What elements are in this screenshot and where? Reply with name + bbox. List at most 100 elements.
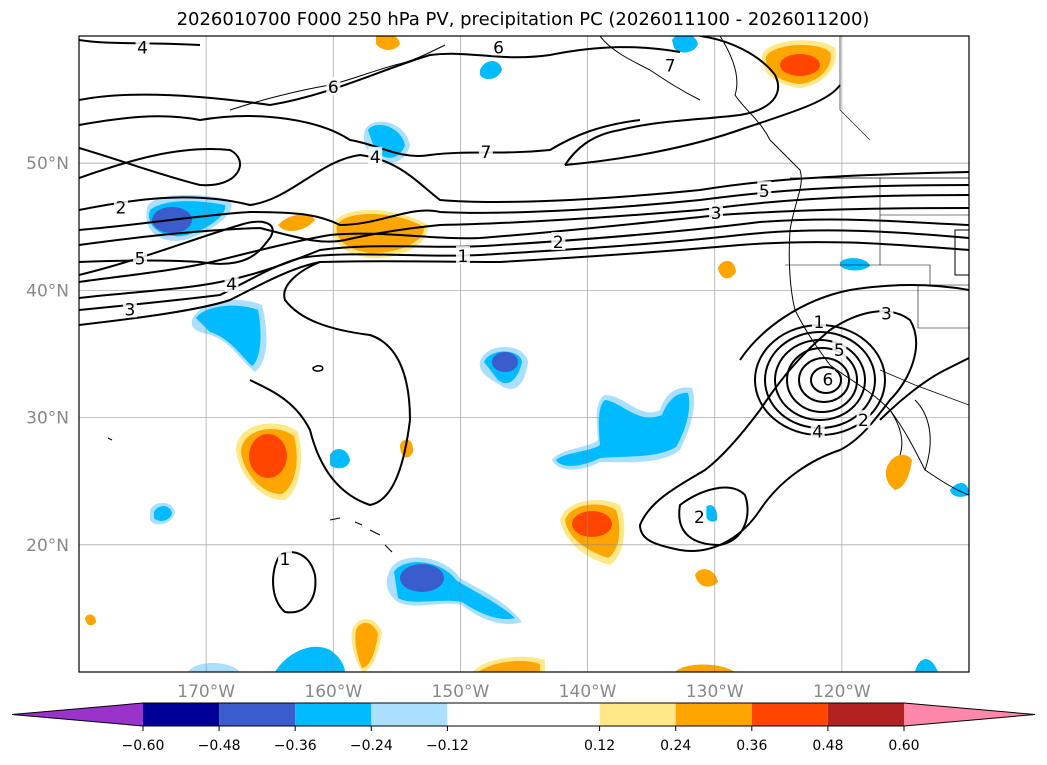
lat-tick-label: 20°N [26, 536, 69, 556]
colorbar-tick-label: −0.60 [122, 738, 165, 754]
contour-label: 4 [137, 38, 148, 58]
contour-label: 7 [480, 143, 491, 163]
lon-tick-label: 140°W [559, 682, 617, 702]
pv-contour-line [638, 310, 918, 552]
colorbar-segment [295, 703, 372, 726]
colorbar-tick-label: −0.48 [198, 738, 241, 754]
contour-label-bg [277, 548, 292, 567]
contour-label-bg [455, 246, 470, 265]
precip-anomaly-negative [196, 305, 261, 366]
pv-contour-line [564, 36, 780, 166]
precip-anomaly-negative [400, 564, 444, 592]
colorbar-tick-label: −0.24 [350, 738, 393, 754]
contour-label-bg [133, 248, 148, 267]
colorbar-tick-label: 0.48 [812, 738, 843, 754]
contour-label-bg [832, 340, 847, 359]
lon-tick-label: 160°W [304, 682, 362, 702]
contour-label-bg [491, 37, 506, 56]
contour-label-bg [879, 303, 894, 322]
pv-contour-line [79, 46, 681, 107]
contour-label-bg [326, 76, 341, 95]
contour-label-bg [224, 274, 239, 293]
contour-label: 2 [694, 508, 705, 528]
pv-contour-line [249, 261, 412, 507]
colorbar-segment [143, 703, 220, 726]
contour-label-bg [708, 202, 723, 221]
contour-label-bg [113, 197, 128, 216]
contour-label: 2 [116, 199, 127, 219]
lat-tick-label: 40°N [26, 281, 69, 301]
contour-label: 2 [858, 411, 869, 431]
contour-label: 3 [711, 204, 722, 224]
pv-contour-line [312, 365, 324, 372]
coastline [914, 399, 931, 471]
state-border [880, 264, 969, 286]
precip-anomaly-positive [249, 434, 287, 478]
colorbar-tick-label: 0.24 [660, 738, 691, 754]
precip-anomaly-positive [780, 54, 820, 76]
contour-label: 4 [226, 275, 237, 295]
pv-contour-line [79, 153, 969, 211]
colorbar-tick-label: 0.60 [888, 738, 919, 754]
precip-anomaly-negative [275, 646, 345, 672]
coastline [719, 36, 969, 496]
contour-label-bg [551, 232, 566, 251]
colorbar-tick-label: 0.36 [736, 738, 767, 754]
contour-label: 6 [493, 38, 504, 58]
precip-anomaly-positive [572, 511, 612, 537]
contour-label: 1 [280, 550, 291, 570]
chart-title: 2026010700 F000 250 hPa PV, precipitatio… [177, 9, 870, 30]
pv-contour-line [79, 39, 201, 46]
contour-label-bg [122, 299, 137, 318]
precip-anomaly-negative [188, 663, 240, 672]
contour-label: 2 [553, 233, 564, 253]
precip-anomaly-positive [695, 569, 718, 587]
contour-label: 5 [759, 182, 770, 202]
contour-label-bg [757, 181, 772, 200]
precip-anomaly-negative [672, 36, 698, 53]
precip-anomaly-negative [704, 505, 718, 522]
contour-label-bg [692, 506, 707, 525]
precip-anomaly-negative [154, 506, 172, 521]
colorbar-segment [599, 703, 676, 726]
pv-contour-line [739, 284, 969, 361]
contour-label: 6 [822, 370, 833, 390]
contour-label: 5 [834, 341, 845, 361]
lon-tick-label: 130°W [686, 682, 744, 702]
colorbar-segment [371, 703, 448, 726]
pv-contour-line [272, 551, 317, 614]
map-frame [78, 35, 970, 673]
colorbar-tick-label: −0.12 [426, 738, 469, 754]
colorbar-extend-max [904, 703, 1035, 726]
precip-anomaly-positive [85, 614, 96, 626]
precip-anomaly-positive [718, 260, 736, 279]
contour-label: 6 [328, 78, 339, 98]
lon-tick-label: 150°W [432, 682, 490, 702]
lat-tick-label: 30°N [26, 409, 69, 429]
precip-anomaly-negative [840, 258, 870, 271]
lat-tick-label: 50°N [26, 154, 69, 174]
contour-label-bg [663, 55, 678, 74]
island [107, 437, 113, 441]
precip-anomaly-positive [478, 660, 540, 672]
country-border [879, 369, 969, 406]
state-border [839, 36, 871, 141]
contour-label: 1 [814, 313, 825, 333]
colorbar-tick-label: 0.12 [584, 738, 615, 754]
pv-contour-line [79, 241, 969, 326]
precip-anomaly-negative [480, 61, 502, 80]
pv-contour-line [678, 486, 749, 547]
contour-label-bg [478, 141, 493, 160]
colorbar-segment [447, 703, 600, 726]
colorbar-tick-label: −0.36 [274, 738, 317, 754]
contour-label-bg [856, 410, 871, 429]
lon-tick-label: 170°W [177, 682, 235, 702]
pv-contour-line [564, 84, 841, 166]
colorbar-segment [219, 703, 296, 726]
state-border [917, 285, 969, 329]
precip-anomaly-negative [492, 352, 518, 372]
contour-label: 7 [665, 56, 676, 76]
